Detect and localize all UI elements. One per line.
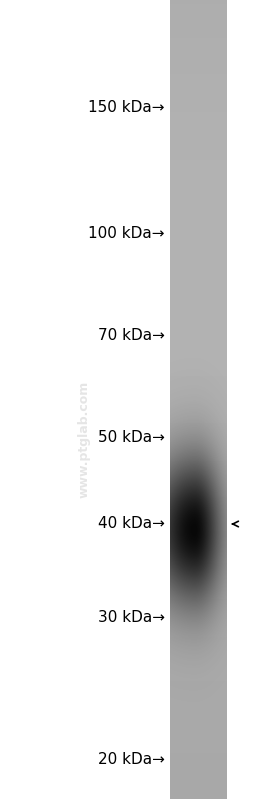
Text: 150 kDa→: 150 kDa→: [88, 101, 165, 116]
Text: 100 kDa→: 100 kDa→: [88, 225, 165, 240]
Text: 70 kDa→: 70 kDa→: [98, 328, 165, 343]
Text: www.ptglab.com: www.ptglab.com: [78, 381, 90, 498]
Text: 30 kDa→: 30 kDa→: [98, 610, 165, 625]
Text: 40 kDa→: 40 kDa→: [98, 516, 165, 531]
Text: 50 kDa→: 50 kDa→: [98, 430, 165, 444]
Text: 20 kDa→: 20 kDa→: [98, 753, 165, 768]
